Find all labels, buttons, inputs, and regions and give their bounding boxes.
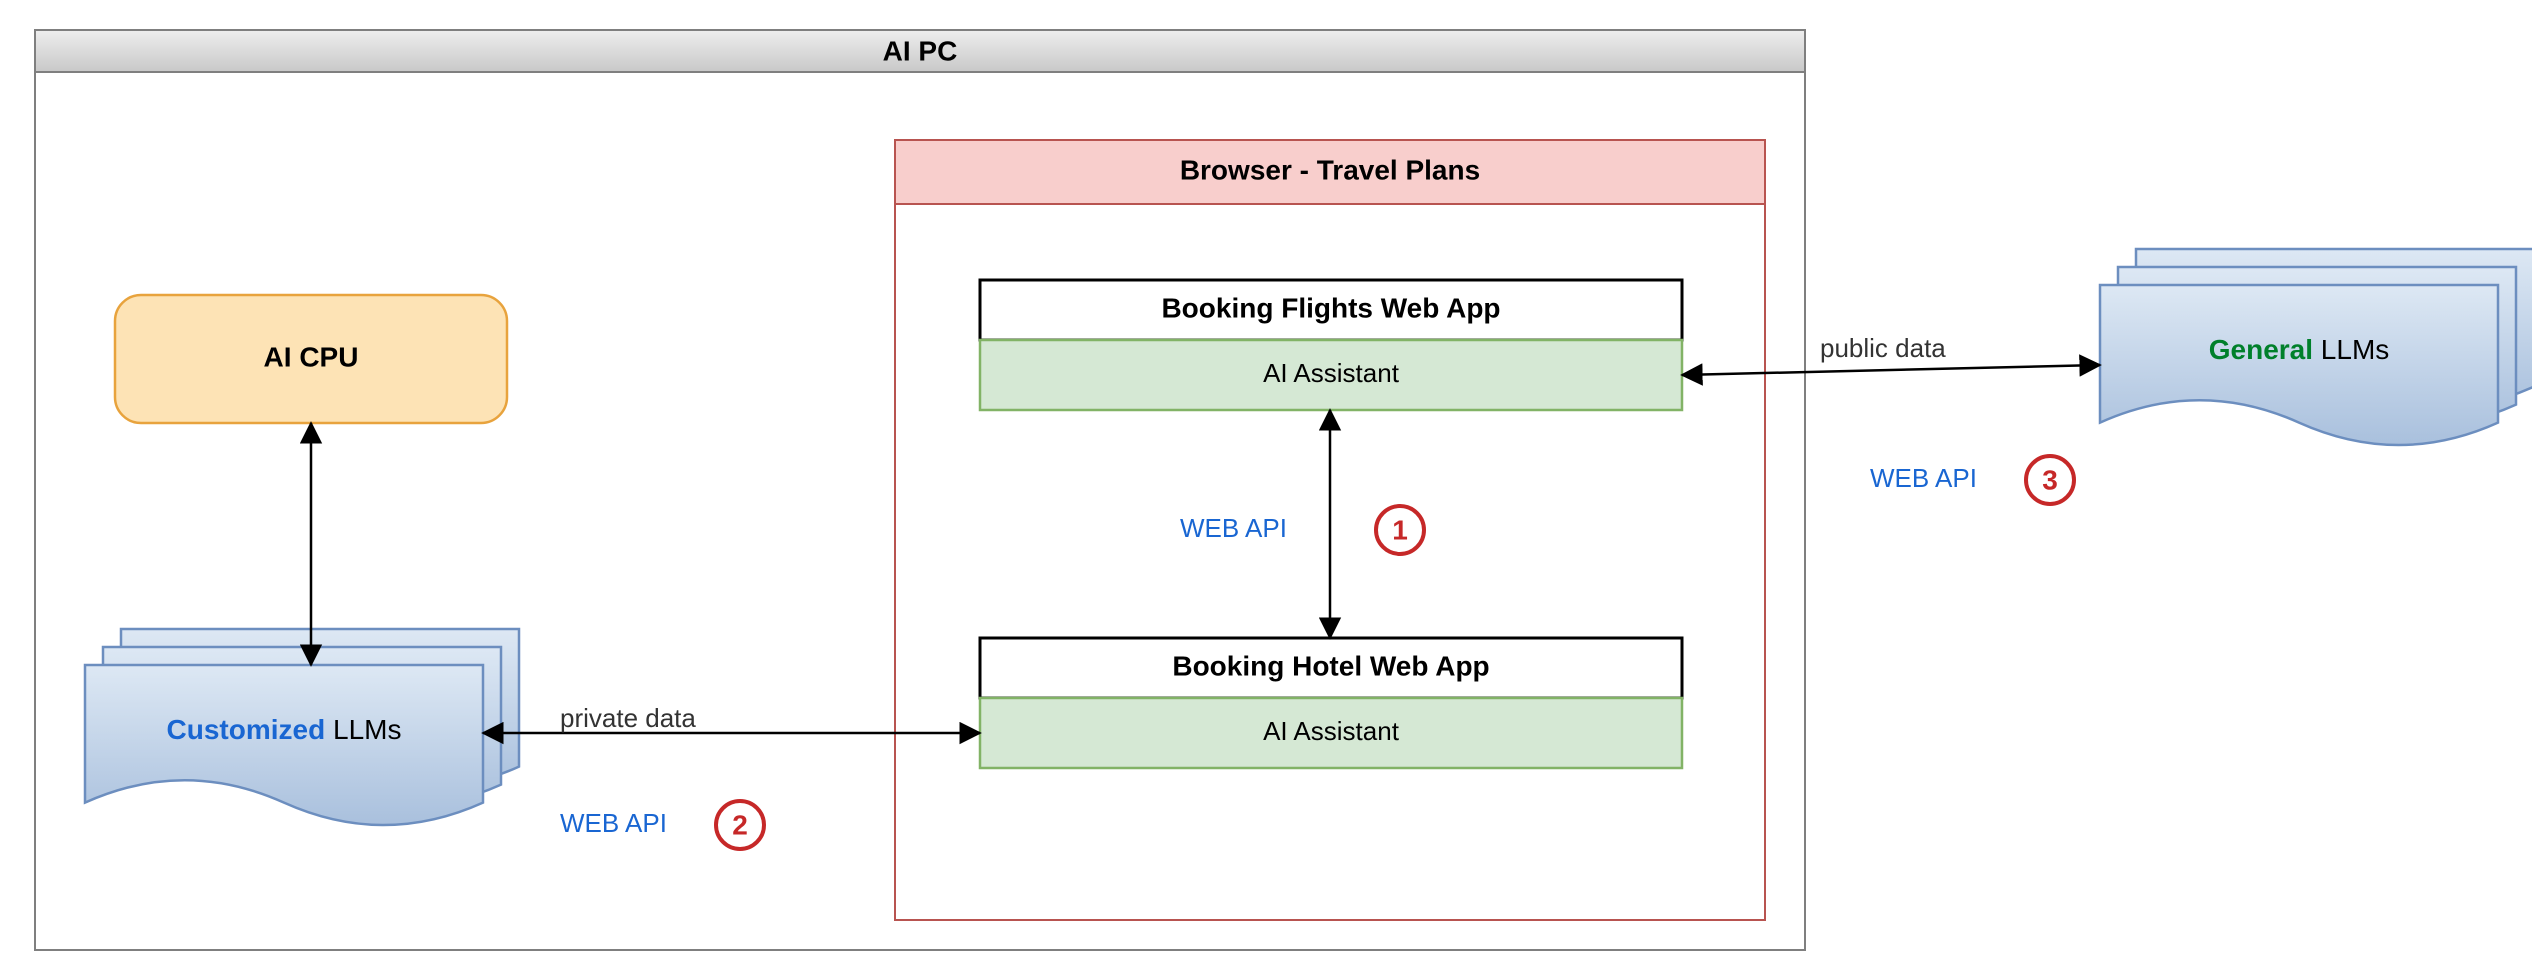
label-webapi-2: WEB API [560,808,667,838]
callout-3: 3 [2026,456,2074,504]
callout-1: 1 [1376,506,1424,554]
callout-2: 2 [716,801,764,849]
general-llms-stack-label: General LLMs [2209,335,2390,366]
svg-text:2: 2 [732,809,748,840]
flights-webapp-header: Booking Flights Web App [1161,292,1500,323]
svg-text:1: 1 [1392,514,1408,545]
ai-pc-title: AI PC [883,35,958,66]
label-private-data: private data [560,703,696,733]
hotel-webapp-assistant-label: AI Assistant [1263,716,1400,746]
label-public-data: public data [1820,333,1946,363]
svg-text:3: 3 [2042,464,2058,495]
hotel-webapp: Booking Hotel Web App AI Assistant [980,638,1682,768]
ai-cpu-label: AI CPU [264,341,359,372]
general-llms-stack: General LLMs [2100,249,2532,445]
browser-title: Browser - Travel Plans [1180,154,1480,185]
ai-cpu-box: AI CPU [115,295,507,423]
flights-webapp-assistant-label: AI Assistant [1263,358,1400,388]
label-webapi-3: WEB API [1870,463,1977,493]
hotel-webapp-header: Booking Hotel Web App [1172,650,1489,681]
customized-llms-stack-label: Customized LLMs [167,715,402,746]
flights-webapp: Booking Flights Web App AI Assistant [980,280,1682,410]
label-webapi-1: WEB API [1180,513,1287,543]
